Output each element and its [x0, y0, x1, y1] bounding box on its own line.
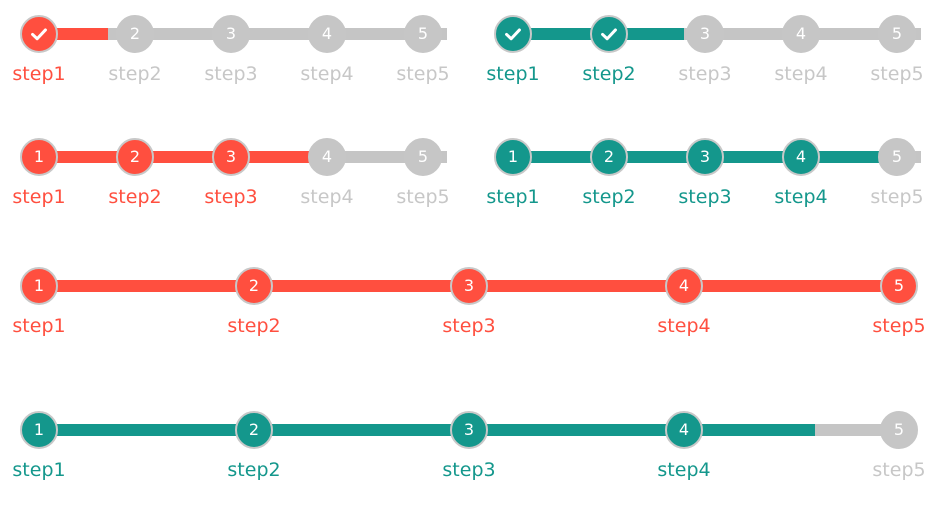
step-label-3: step3: [204, 186, 258, 208]
step-node-4[interactable]: 4: [665, 411, 703, 449]
step-node-5[interactable]: 5: [880, 411, 918, 449]
step-number-2: 2: [248, 276, 260, 295]
step-node-3[interactable]: 3: [212, 15, 250, 53]
step-number-1: 1: [33, 420, 45, 439]
step-label-5: step5: [870, 63, 924, 85]
step-node-5[interactable]: 5: [880, 267, 918, 305]
step-number-1: 1: [507, 147, 519, 166]
step-node-3[interactable]: 3: [450, 267, 488, 305]
step-node-5[interactable]: 5: [404, 138, 442, 176]
step-label-4: step4: [657, 459, 711, 481]
step-label-3: step3: [442, 315, 496, 337]
step-number-3: 3: [225, 147, 237, 166]
step-node-4[interactable]: 4: [308, 15, 346, 53]
step-node-1[interactable]: [20, 15, 58, 53]
step-label-1: step1: [12, 315, 66, 337]
step-number-2: 2: [248, 420, 260, 439]
step-label-4: step4: [774, 63, 828, 85]
step-number-4: 4: [795, 24, 807, 43]
step-label-2: step2: [108, 63, 162, 85]
step-label-1: step1: [486, 63, 540, 85]
step-label-5: step5: [396, 186, 450, 208]
step-number-5: 5: [891, 24, 903, 43]
step-number-2: 2: [129, 24, 141, 43]
step-number-3: 3: [699, 24, 711, 43]
stepper-full-width-red: 1 step1 2 step2 3 step3 4 step4 5 step5: [12, 267, 926, 349]
step-node-2[interactable]: 2: [235, 411, 273, 449]
stepper-progress: [39, 424, 815, 436]
step-number-2: 2: [603, 147, 615, 166]
step-label-5: step5: [396, 63, 450, 85]
step-label-1: step1: [12, 186, 66, 208]
stepper-progress: [39, 151, 317, 163]
stepper-top-right: step1 step2 3 step3 4 step4 5 step5: [486, 15, 924, 97]
step-number-3: 3: [699, 147, 711, 166]
step-label-3: step3: [678, 186, 732, 208]
step-label-1: step1: [12, 63, 66, 85]
step-number-5: 5: [417, 24, 429, 43]
step-node-2[interactable]: 2: [590, 138, 628, 176]
step-number-1: 1: [33, 147, 45, 166]
step-node-5[interactable]: 5: [878, 138, 916, 176]
step-number-4: 4: [678, 276, 690, 295]
stepper-full-width-teal: 1 step1 2 step2 3 step3 4 step4 5 step5: [12, 411, 926, 493]
step-label-1: step1: [12, 459, 66, 481]
step-number-5: 5: [893, 420, 905, 439]
step-node-1[interactable]: 1: [20, 411, 58, 449]
step-number-1: 1: [33, 276, 45, 295]
step-node-5[interactable]: 5: [878, 15, 916, 53]
step-number-4: 4: [795, 147, 807, 166]
step-number-3: 3: [463, 420, 475, 439]
step-label-5: step5: [872, 459, 926, 481]
step-node-2[interactable]: [590, 15, 628, 53]
step-node-3[interactable]: 3: [686, 138, 724, 176]
step-label-2: step2: [582, 186, 636, 208]
step-number-3: 3: [225, 24, 237, 43]
step-label-2: step2: [227, 459, 281, 481]
step-node-3[interactable]: 3: [212, 138, 250, 176]
step-number-5: 5: [891, 147, 903, 166]
step-number-4: 4: [321, 147, 333, 166]
step-node-1[interactable]: 1: [20, 138, 58, 176]
check-icon: [505, 28, 521, 41]
step-label-2: step2: [227, 315, 281, 337]
step-number-5: 5: [417, 147, 429, 166]
stepper-middle-right: 1 step1 2 step2 3 step3 4 step4 5 step5: [486, 138, 924, 220]
check-icon: [31, 28, 47, 41]
step-node-2[interactable]: 2: [116, 15, 154, 53]
check-icon: [601, 28, 617, 41]
step-node-2[interactable]: 2: [235, 267, 273, 305]
step-label-4: step4: [774, 186, 828, 208]
step-label-3: step3: [678, 63, 732, 85]
step-node-4[interactable]: 4: [308, 138, 346, 176]
step-number-2: 2: [129, 147, 141, 166]
step-label-3: step3: [442, 459, 496, 481]
step-label-2: step2: [582, 63, 636, 85]
step-node-4[interactable]: 4: [665, 267, 703, 305]
step-node-1[interactable]: 1: [494, 138, 532, 176]
stepper-middle-left: 1 step1 2 step2 3 step3 4 step4 5 step5: [12, 138, 450, 220]
step-node-4[interactable]: 4: [782, 15, 820, 53]
step-node-2[interactable]: 2: [116, 138, 154, 176]
step-number-4: 4: [321, 24, 333, 43]
step-number-4: 4: [678, 420, 690, 439]
step-label-4: step4: [300, 63, 354, 85]
step-number-3: 3: [463, 276, 475, 295]
step-node-5[interactable]: 5: [404, 15, 442, 53]
step-label-1: step1: [486, 186, 540, 208]
step-node-3[interactable]: 3: [450, 411, 488, 449]
step-label-4: step4: [657, 315, 711, 337]
step-label-2: step2: [108, 186, 162, 208]
step-number-5: 5: [893, 276, 905, 295]
step-label-5: step5: [870, 186, 924, 208]
step-node-3[interactable]: 3: [686, 15, 724, 53]
step-node-4[interactable]: 4: [782, 138, 820, 176]
stepper-top-left: step1 2 step2 3 step3 4 step4 5 step5: [12, 15, 450, 97]
step-node-1[interactable]: [494, 15, 532, 53]
step-label-5: step5: [872, 315, 926, 337]
step-node-1[interactable]: 1: [20, 267, 58, 305]
step-label-3: step3: [204, 63, 258, 85]
step-label-4: step4: [300, 186, 354, 208]
